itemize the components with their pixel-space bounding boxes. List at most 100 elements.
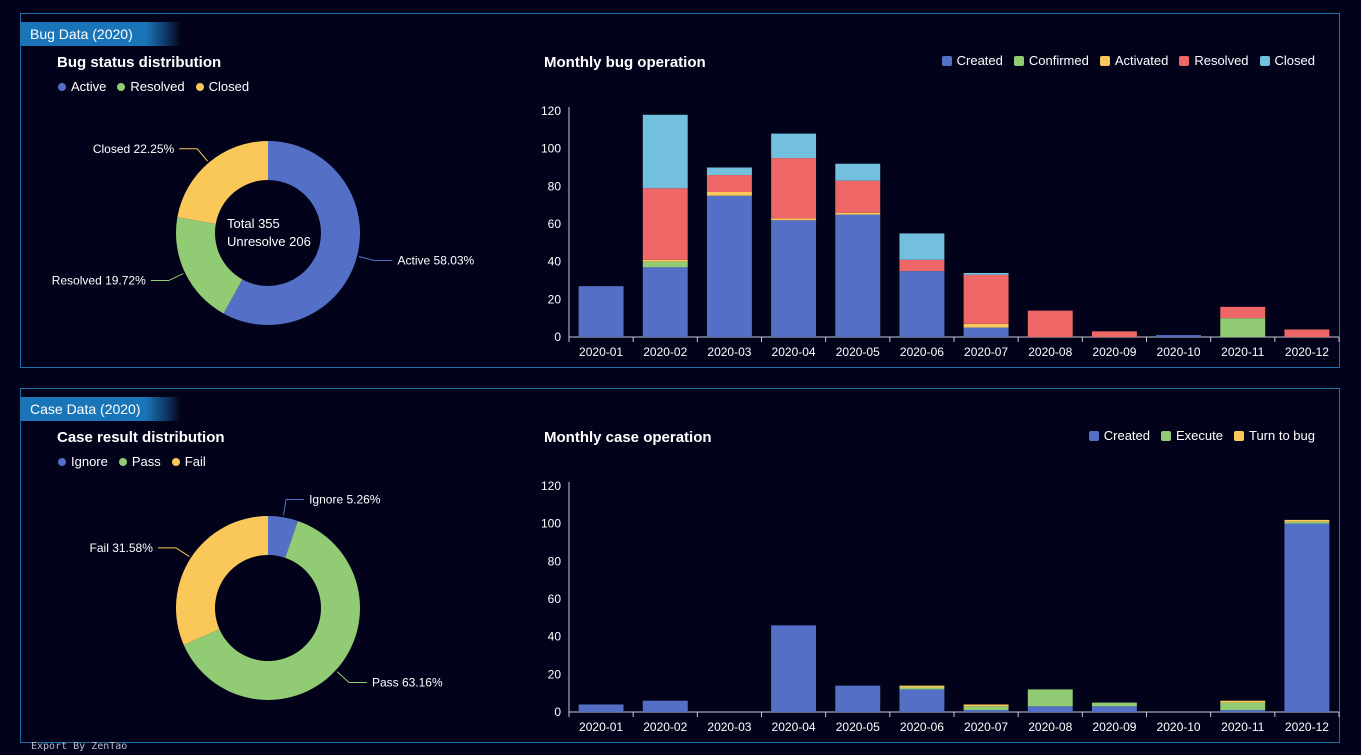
bug-monthly-legend-created[interactable]: Created xyxy=(941,53,1003,68)
case-monthly-bar-execute[interactable] xyxy=(899,687,945,690)
bug-monthly-bar-resolved[interactable] xyxy=(835,180,881,213)
legend-label: Ignore xyxy=(71,454,108,469)
case-result-title: Case result distribution xyxy=(57,429,225,446)
bug-monthly-xtick-label: 2020-09 xyxy=(1092,345,1136,359)
case-monthly-bar-created[interactable] xyxy=(835,685,881,712)
case-monthly-bar-chart: 0 20 40 60 80 100 120 2020-01 2020-02 2020-03 2020… xyxy=(541,479,1340,734)
bug-status-legend-closed[interactable]: Closed xyxy=(195,79,249,94)
bug-monthly-legend-activated[interactable]: Activated xyxy=(1099,53,1168,68)
case-result-legend-pass[interactable]: Pass xyxy=(118,454,161,469)
bug-monthly-xtick-label: 2020-04 xyxy=(772,345,816,359)
case-monthly-bar-execute[interactable] xyxy=(1091,702,1137,707)
case-result-legend-ignore[interactable]: Ignore xyxy=(58,454,108,469)
bug-monthly-bar-created[interactable] xyxy=(899,271,945,337)
bug-monthly-xtick-label: 2020-02 xyxy=(643,345,687,359)
bug-monthly-bar-resolved[interactable] xyxy=(706,175,752,192)
bug-monthly-bar-resolved[interactable] xyxy=(1284,329,1330,337)
case-monthly-bar-created[interactable] xyxy=(642,700,688,712)
bug-status-legend-active[interactable]: Active xyxy=(58,79,106,94)
case-monthly-bar-execute[interactable] xyxy=(1027,689,1073,707)
bug-monthly-bar-activated[interactable] xyxy=(835,212,881,215)
bug-monthly-bar-created[interactable] xyxy=(706,195,752,337)
case-monthly-xtick-label: 2020-10 xyxy=(1157,720,1201,734)
bug-monthly-bar-resolved[interactable] xyxy=(1091,331,1137,337)
bug-monthly-bar-resolved[interactable] xyxy=(1027,310,1073,337)
bug-monthly-bar-resolved[interactable] xyxy=(963,274,1009,324)
legend-label: Created xyxy=(956,53,1003,68)
case-monthly-legend-turn-to-bug[interactable]: Turn to bug xyxy=(1233,428,1315,443)
case-monthly-bar-created[interactable] xyxy=(963,710,1009,712)
bug-monthly-bar-created[interactable] xyxy=(835,214,881,337)
bug-monthly-bar-confirmed[interactable] xyxy=(1220,318,1266,337)
bug-monthly-bar-created[interactable] xyxy=(963,327,1009,337)
case-result-slice-fail[interactable] xyxy=(176,516,268,645)
case-result-leader-ignore xyxy=(282,498,305,516)
case-monthly-ytick-label: 60 xyxy=(548,592,562,606)
bug-status-slice-closed[interactable] xyxy=(177,141,268,224)
legend-marker xyxy=(1088,430,1099,441)
bug-monthly-bar-closed[interactable] xyxy=(642,114,688,189)
bug-monthly-bar-resolved[interactable] xyxy=(899,259,945,272)
case-monthly-bar-created[interactable] xyxy=(1027,706,1073,712)
bug-monthly-bar-activated[interactable] xyxy=(642,259,688,262)
bug-monthly-bar-created[interactable] xyxy=(642,267,688,337)
bug-monthly-bar-closed[interactable] xyxy=(963,272,1009,275)
bug-status-title: Bug status distribution xyxy=(57,54,222,71)
bug-status-pie: Active 58.03% Resolved 19.72% Closed 22.25… xyxy=(52,141,475,325)
bug-monthly-bar-activated[interactable] xyxy=(963,323,1009,328)
case-result-slice-ignore[interactable] xyxy=(268,516,298,558)
bug-status-legend-resolved[interactable]: Resolved xyxy=(117,79,185,94)
bug-monthly-legend-closed[interactable]: Closed xyxy=(1259,53,1315,68)
bug-monthly-bar-closed[interactable] xyxy=(899,233,945,260)
bug-monthly-bar-created[interactable] xyxy=(578,286,624,337)
bug-monthly-bar-activated[interactable] xyxy=(706,191,752,196)
case-monthly-xtick-label: 2020-01 xyxy=(579,720,623,734)
case-monthly-bar-created[interactable] xyxy=(899,689,945,712)
case-monthly-xtick-label: 2020-11 xyxy=(1221,720,1264,734)
legend-marker xyxy=(1013,55,1024,66)
bug-monthly-legend-resolved[interactable]: Resolved xyxy=(1179,53,1249,68)
bug-monthly-bar-created[interactable] xyxy=(771,220,817,337)
case-result-slice-pass[interactable] xyxy=(183,520,360,700)
bug-monthly-bar-closed[interactable] xyxy=(771,133,817,159)
legend-label: Resolved xyxy=(1194,53,1249,68)
case-monthly-legend-execute[interactable]: Execute xyxy=(1161,428,1223,443)
bug-monthly-bar-resolved[interactable] xyxy=(771,158,817,219)
legend-marker xyxy=(58,457,66,466)
bug-monthly-bar-closed[interactable] xyxy=(706,167,752,176)
bug-monthly-bar-created[interactable] xyxy=(1156,335,1202,337)
case-monthly-bar-created[interactable] xyxy=(578,704,624,712)
case-monthly-bar-execute[interactable] xyxy=(1220,702,1266,711)
bug-monthly-legend-confirmed[interactable]: Confirmed xyxy=(1013,53,1089,68)
case-monthly-bar-created[interactable] xyxy=(1220,710,1266,712)
bug-monthly-bar-resolved[interactable] xyxy=(1220,306,1266,319)
case-monthly-legend-created[interactable]: Created xyxy=(1088,428,1150,443)
case-monthly-bar-execute[interactable] xyxy=(1284,521,1330,524)
bug-monthly-legend: Created Confirmed Activated Resolved Closed xyxy=(941,53,1315,68)
bug-monthly-ytick-label: 40 xyxy=(548,255,562,269)
case-monthly-bar-created[interactable] xyxy=(1284,523,1330,712)
bug-status-center-text: Unresolve 206 xyxy=(227,234,311,249)
case-monthly-bar-execute[interactable] xyxy=(963,706,1009,711)
case-monthly-bar-created[interactable] xyxy=(1091,706,1137,712)
bug-monthly-bar-resolved[interactable] xyxy=(642,188,688,260)
bug-monthly-xtick-label: 2020-12 xyxy=(1285,345,1329,359)
case-monthly-title: Monthly case operation xyxy=(544,429,712,446)
case-monthly-bar-turn-to-bug[interactable] xyxy=(1284,519,1330,522)
case-monthly-bar-turn-to-bug[interactable] xyxy=(963,704,1009,707)
bug-monthly-ytick-label: 60 xyxy=(548,217,562,231)
case-result-leader-fail xyxy=(157,547,190,558)
bug-monthly-xtick-label: 2020-03 xyxy=(707,345,751,359)
case-monthly-bar-created[interactable] xyxy=(771,625,817,712)
case-monthly-xtick-label: 2020-03 xyxy=(707,720,751,734)
bug-monthly-bar-confirmed[interactable] xyxy=(642,261,688,268)
legend-label: Execute xyxy=(1176,428,1223,443)
case-monthly-bar-turn-to-bug[interactable] xyxy=(1220,700,1266,703)
bug-monthly-bar-activated[interactable] xyxy=(771,218,817,221)
legend-marker xyxy=(118,457,127,466)
case-result-legend-fail[interactable]: Fail xyxy=(171,454,206,469)
bug-status-slice-resolved[interactable] xyxy=(176,217,243,314)
case-monthly-bar-turn-to-bug[interactable] xyxy=(899,685,945,688)
bug-monthly-bar-closed[interactable] xyxy=(835,163,881,181)
bug-status-slice-active[interactable] xyxy=(223,141,361,325)
